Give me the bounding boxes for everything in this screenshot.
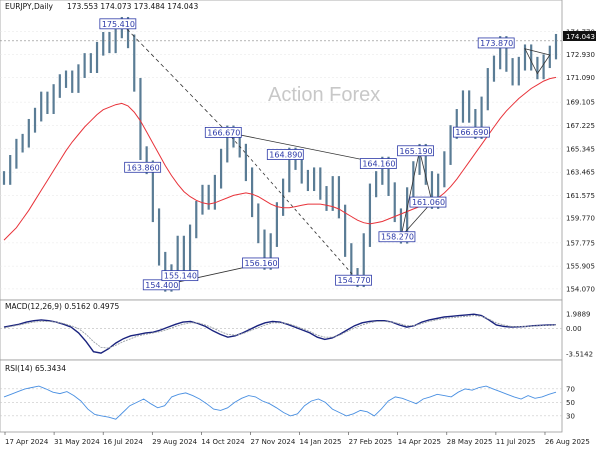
symbol-header: EURJPY,Daily [5,2,54,11]
x-tick-label: 28 May 2025 [447,438,493,446]
macd-tick-label: 1.9889 [566,311,591,319]
price-tick-label: 157.775 [566,239,595,247]
signal-line [3,315,557,349]
annotation-box [378,231,416,243]
annotation-label: 175.410 [102,20,135,29]
rsi-series [0,385,562,420]
annotation-label: 165.190 [400,147,433,156]
annotation-label: 164.890 [269,151,302,160]
price-tick-label: 167.225 [566,122,595,130]
price-tick-label: 165.345 [566,145,595,153]
price-tick-label: 163.465 [566,169,595,177]
price-tick-label: 169.105 [566,99,595,107]
x-tick-label: 14 Oct 2024 [201,438,245,446]
x-tick-label: 27 Nov 2024 [250,438,295,446]
x-tick-label: 14 Jan 2025 [300,438,342,446]
trendline [400,150,420,237]
x-tick-label: 29 Aug 2024 [152,438,197,446]
last-price-label: 174.043 [566,33,595,41]
last-price-box [563,31,596,41]
x-axis: 17 Apr 2024 31 May 2024 16 Jul 2024 29 Aug … [4,432,590,446]
watermark: Action Forex [268,84,380,106]
moving-average-series [3,76,557,241]
annotation-box [397,145,434,157]
macd-y-axis: 1.9889 0.00 -3.5142 [566,311,593,359]
macd-tick-label: 0.00 [566,325,582,333]
moving-average-line [3,76,557,241]
price-tick-label: 154.070 [566,285,595,293]
annotation-label: 154.400 [145,281,178,290]
rsi-line [3,385,557,420]
annotation-box [124,161,162,173]
annotation-box [242,257,279,269]
macd-tick-label: -3.5142 [566,350,593,358]
price-tick-label: 161.575 [566,192,595,200]
x-tick-label: 11 Jul 2025 [496,438,536,446]
annotation-box [359,158,397,169]
macd-title: MACD(12,26,9) 0.5162 0.4975 [5,302,119,311]
rsi-panel [0,359,563,433]
annotation-label: 156.160 [244,259,277,268]
annotation-label: 158.270 [381,233,414,242]
trendline [227,131,383,164]
price-tick-label: 171.090 [566,74,595,82]
annotation-box [477,37,515,49]
x-tick-label: 27 Feb 2025 [349,438,393,446]
trendline [419,150,433,203]
x-tick-label: 31 May 2024 [54,438,100,446]
rsi-title: RSI(14) 65.3434 [5,364,66,373]
x-tick-label: 26 Aug 2025 [545,438,590,446]
ohlc-header: 173.553 174.073 173.484 174.043 [67,2,198,11]
price-grid [0,31,562,290]
triangle-pattern [524,48,551,75]
annotation-box [142,279,180,291]
annotation-label: 163.860 [127,163,160,172]
annotation-label: 155.140 [164,272,197,281]
x-tick-label: 14 Apr 2025 [398,438,441,446]
annotation-label: 173.870 [480,39,513,48]
annotation-label: 166.690 [455,128,488,137]
annotation-box [161,270,199,282]
price-tick-label: 172.930 [566,51,595,59]
annotation-box [99,18,137,30]
annotation-label: 166.670 [207,128,240,137]
macd-line [3,313,557,354]
annotation-box [452,126,490,138]
x-tick-label: 17 Apr 2024 [5,438,49,446]
rsi-tick-label: 30 [566,412,575,420]
trendline [400,201,433,238]
annotation-label: 164.160 [362,160,395,169]
annotation-box [409,196,447,208]
annotation-box [266,149,304,160]
trendline [226,132,358,281]
price-tick-label: 155.905 [566,263,595,271]
x-tick-label: 16 Jul 2024 [103,438,143,446]
annotation-label: 161.060 [412,198,445,207]
rsi-tick-label: 50 [566,399,575,407]
price-tick-label: 159.770 [566,215,595,223]
annotation-box [204,126,242,138]
annotation-box [335,274,372,286]
last-price-tag: 174.043 [563,31,596,41]
price-y-axis: 174.770172.930171.090169.105167.225165.3… [566,28,595,293]
macd-series [0,313,562,354]
rsi-y-axis: 70 50 30 [566,385,575,420]
trendline [121,23,228,133]
annotation-label: 154.770 [338,276,371,285]
rsi-tick-label: 70 [566,385,575,393]
